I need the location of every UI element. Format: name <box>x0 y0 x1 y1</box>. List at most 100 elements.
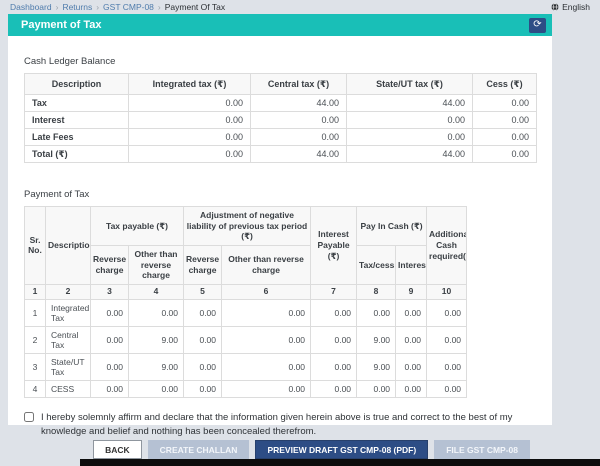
value-cell: 0.00 <box>346 128 473 146</box>
column-number: 4 <box>127 283 185 300</box>
table-row: 2 Central Tax 0.00 9.00 0.00 0.00 0.00 9… <box>24 325 468 354</box>
column-header: Tax/cess <box>356 244 397 285</box>
column-header: State/UT tax (₹) <box>346 73 473 95</box>
value-cell: 0.00 <box>90 298 129 327</box>
value-cell: 9.00 <box>356 352 397 381</box>
breadcrumb-dashboard[interactable]: Dashboard <box>10 2 52 12</box>
value-cell: 0.00 <box>472 111 537 129</box>
value-cell: 0.00 <box>183 325 223 354</box>
value-cell: 9.00 <box>127 352 185 381</box>
value-cell: 44.00 <box>346 145 473 163</box>
table-row: 4 CESS 0.00 0.00 0.00 0.00 0.00 0.00 0.0… <box>24 379 468 398</box>
table-row: Interest 0.00 0.00 0.00 0.00 <box>24 111 537 129</box>
payment-of-tax-panel: Payment of Tax ⟳ Cash Ledger Balance Des… <box>8 14 552 437</box>
breadcrumb-returns[interactable]: Returns <box>62 2 93 12</box>
column-header: Pay In Cash (₹) <box>356 206 428 246</box>
column-header: Central tax (₹) <box>250 73 347 95</box>
value-cell: 0.00 <box>310 298 358 327</box>
value-cell: 0.00 <box>310 379 358 398</box>
value-cell: 0.00 <box>310 352 358 381</box>
value-cell: 0.00 <box>183 379 223 398</box>
column-header: Interest <box>395 244 428 285</box>
value-cell: 0.00 <box>426 325 468 354</box>
column-number: 6 <box>221 283 312 300</box>
row-label: Interest <box>24 111 129 129</box>
panel-body: Cash Ledger Balance Description Integrat… <box>8 36 552 438</box>
column-header: Reverse charge <box>183 244 223 285</box>
column-header: Description <box>45 206 91 285</box>
column-number: 9 <box>395 283 428 300</box>
value-cell: 44.00 <box>346 94 473 112</box>
column-header: Reverse charge <box>90 244 129 285</box>
refresh-button[interactable]: ⟳ <box>529 17 546 33</box>
value-cell: 0.00 <box>426 298 468 327</box>
column-header: Description <box>24 73 129 95</box>
back-button[interactable]: BACK <box>93 440 142 459</box>
value-cell: 0.00 <box>127 298 185 327</box>
column-header: Tax payable (₹) <box>89 206 185 246</box>
value-cell: 0.00 <box>250 111 347 129</box>
value-cell: 0.00 <box>426 352 468 381</box>
value-cell: 0.00 <box>395 379 428 398</box>
value-cell: 0.00 <box>90 352 129 381</box>
value-cell: 0.00 <box>90 325 129 354</box>
row-label: CESS <box>45 379 91 398</box>
row-label: Tax <box>24 94 129 112</box>
value-cell: 0.00 <box>395 298 428 327</box>
value-cell: 0.00 <box>128 128 251 146</box>
column-header: Interest Payable (₹) <box>310 206 358 285</box>
row-label: State/UT Tax <box>45 352 91 381</box>
cash-ledger-label: Cash Ledger Balance <box>24 56 116 67</box>
payment-of-tax-label: Payment of Tax <box>24 189 90 200</box>
bottom-taskbar-edge <box>80 459 600 466</box>
value-cell: 0.00 <box>128 94 251 112</box>
value-cell: 9.00 <box>127 325 185 354</box>
payment-of-tax-table: Sr. No. Description Tax payable (₹) Adju… <box>24 206 468 398</box>
value-cell: 0.00 <box>395 325 428 354</box>
column-header: Adjustment of negative liability of prev… <box>183 206 312 246</box>
value-cell: 0.00 <box>395 352 428 381</box>
value-cell: 0.00 <box>356 379 397 398</box>
breadcrumb-gst-cmp-08[interactable]: GST CMP-08 <box>103 2 154 12</box>
language-selector[interactable]: English <box>551 2 590 12</box>
declaration-checkbox[interactable] <box>24 411 34 422</box>
column-number: 2 <box>45 283 91 300</box>
table-header-row: Reverse charge Other than reverse charge… <box>25 244 467 285</box>
value-cell: 44.00 <box>250 94 347 112</box>
file-gst-cmp-08-button[interactable]: FILE GST CMP-08 <box>434 440 530 459</box>
breadcrumb-separator: › <box>55 2 59 12</box>
preview-draft-button[interactable]: PREVIEW DRAFT GST CMP-08 (PDF) <box>255 440 429 459</box>
value-cell: 0.00 <box>472 94 537 112</box>
breadcrumb-separator: › <box>157 2 161 12</box>
page-title: Payment of Tax <box>21 19 102 31</box>
value-cell: 0.00 <box>472 128 537 146</box>
row-label: Late Fees <box>24 128 129 146</box>
column-number: 7 <box>310 283 358 300</box>
table-row: 1 Integrated Tax 0.00 0.00 0.00 0.00 0.0… <box>24 298 468 327</box>
column-header: Cess (₹) <box>472 73 537 95</box>
breadcrumb-separator: › <box>96 2 100 12</box>
table-header-row: Description Integrated tax (₹) Central t… <box>24 73 537 95</box>
value-cell: 0.00 <box>221 379 312 398</box>
value-cell: 0.00 <box>183 352 223 381</box>
column-number: 8 <box>356 283 397 300</box>
column-header: Additional Cash required(₹) <box>426 206 468 285</box>
value-cell: 0.00 <box>221 352 312 381</box>
column-number: 3 <box>90 283 129 300</box>
column-number: 5 <box>183 283 223 300</box>
sr-no-cell: 2 <box>24 325 46 354</box>
column-number: 1 <box>24 283 46 300</box>
row-label: Integrated Tax <box>45 298 91 327</box>
row-label: Total (₹) <box>24 145 129 163</box>
globe-icon <box>551 3 559 11</box>
value-cell: 0.00 <box>128 145 251 163</box>
table-row: 3 State/UT Tax 0.00 9.00 0.00 0.00 0.00 … <box>24 352 468 381</box>
value-cell: 0.00 <box>472 145 537 163</box>
value-cell: 0.00 <box>310 325 358 354</box>
column-header: Sr. No. <box>24 206 46 285</box>
column-header: Integrated tax (₹) <box>128 73 251 95</box>
create-challan-button[interactable]: CREATE CHALLAN <box>147 440 250 459</box>
value-cell: 0.00 <box>346 111 473 129</box>
column-header: Other than reverse charge <box>127 244 185 285</box>
value-cell: 0.00 <box>250 128 347 146</box>
